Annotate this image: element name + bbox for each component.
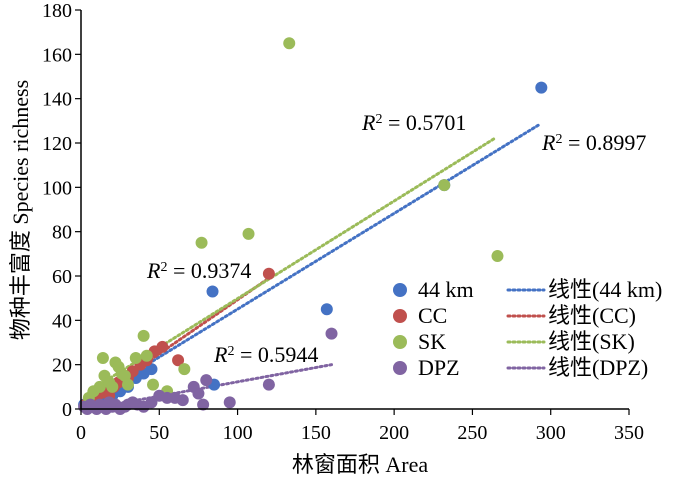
y-tick-label: 20 (52, 355, 72, 377)
point-sk (283, 37, 296, 50)
point-sk (137, 329, 150, 342)
y-tick-label: 140 (42, 89, 72, 111)
point-sk (242, 227, 255, 240)
y-tick-label: 160 (42, 44, 72, 66)
point-sk (93, 380, 106, 393)
y-axis-title: 物种丰富度 Species richness (8, 80, 33, 340)
legend-marker-44-km (393, 283, 407, 297)
r2-label-cc: R2 = 0.9374 (146, 258, 251, 283)
x-tick-label: 50 (149, 422, 169, 444)
legend-trend-label-sk: 线性(SK) (548, 329, 635, 354)
r2-labels: R2 = 0.8997 R2 = 0.9374 R2 = 0.5701 R2 = 0.… (146, 110, 646, 367)
point-sk (96, 352, 109, 365)
point-44-km (206, 285, 219, 298)
point-sk (438, 179, 451, 192)
legend-label-dpz: DPZ (418, 355, 460, 380)
point-sk (121, 378, 134, 391)
point-dpz (223, 396, 236, 409)
point-sk (195, 236, 208, 249)
point-44-km (320, 303, 333, 316)
point-sk (129, 352, 142, 365)
y-tick-label: 120 (42, 133, 72, 155)
legend-label-sk: SK (418, 329, 446, 354)
x-tick-label: 100 (223, 422, 253, 444)
point-cc (156, 340, 169, 353)
legend: 44 km 线性(44 km) CC 线性(CC) SK 线性(SK) DPZ 线性(DPZ) (393, 277, 662, 380)
x-tick-label: 250 (457, 422, 487, 444)
point-sk (106, 380, 119, 393)
r2-label-44-km: R2 = 0.8997 (541, 130, 646, 155)
point-sk (178, 363, 191, 376)
legend-label-cc: CC (418, 303, 447, 328)
x-axis-title: 林窗面积 Area (292, 452, 428, 477)
point-44-km (145, 363, 158, 376)
legend-trend-label-44-km: 线性(44 km) (548, 277, 662, 302)
y-tick-label: 100 (42, 177, 72, 199)
r2-label-sk: R2 = 0.5701 (361, 110, 466, 135)
point-dpz (145, 396, 158, 409)
y-tick-label: 60 (52, 266, 72, 288)
trendline-44-km (87, 123, 540, 402)
point-dpz (325, 327, 338, 340)
x-tick-label: 350 (614, 422, 644, 444)
point-dpz (192, 387, 205, 400)
r2-label-dpz: R2 = 0.5944 (213, 342, 318, 367)
x-tick-label: 150 (301, 422, 331, 444)
point-sk (140, 349, 153, 362)
legend-marker-dpz (393, 361, 407, 375)
y-tick-label: 180 (42, 0, 72, 22)
point-sk (147, 378, 160, 391)
y-tick-label: 80 (52, 222, 72, 244)
point-sk (491, 250, 504, 263)
y-tick-label: 0 (62, 399, 72, 421)
axes: 0 50 100 150 200 250 300 350 0 20 40 60 80 100 120 140 1… (42, 0, 644, 444)
y-tick-label: 40 (52, 310, 72, 332)
point-dpz (176, 394, 189, 407)
legend-label-44-km: 44 km (418, 277, 474, 302)
point-cc (172, 354, 185, 367)
legend-marker-sk (393, 335, 407, 349)
x-tick-label: 300 (536, 422, 566, 444)
point-dpz (197, 398, 210, 411)
x-tick-label: 200 (379, 422, 409, 444)
x-tick-label: 0 (76, 422, 86, 444)
point-dpz (200, 374, 213, 387)
legend-trend-label-dpz: 线性(DPZ) (548, 355, 648, 380)
legend-marker-cc (393, 309, 407, 323)
point-44-km (535, 81, 548, 94)
point-cc (262, 267, 275, 280)
point-dpz (262, 378, 275, 391)
legend-trend-label-cc: 线性(CC) (548, 303, 636, 328)
